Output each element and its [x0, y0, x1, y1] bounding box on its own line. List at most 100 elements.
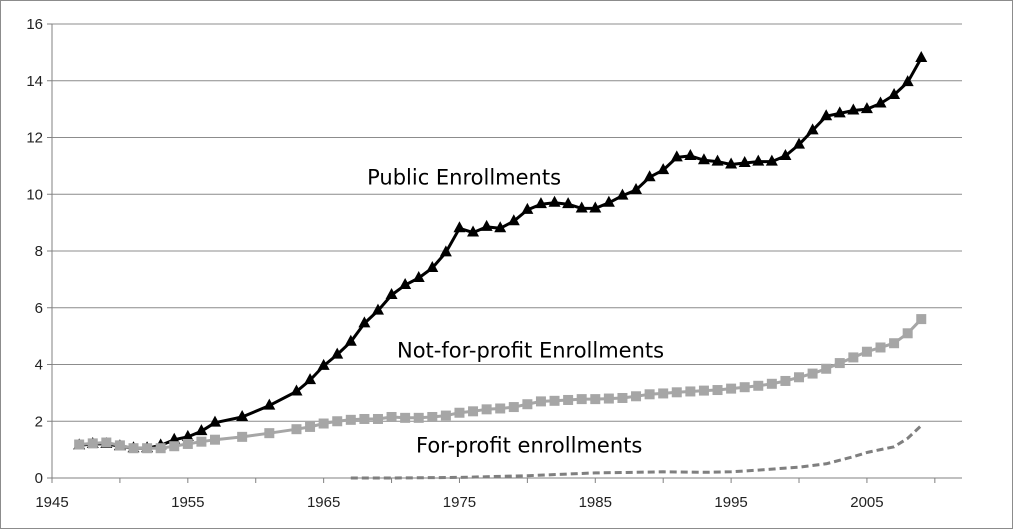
axes — [47, 23, 962, 483]
y-tick-label: 16 — [26, 16, 43, 33]
y-tick-label: 0 — [35, 470, 43, 487]
not-for-profit-enrollments-label: Not-for-profit Enrollments — [397, 338, 664, 362]
data-point-triangle — [181, 429, 194, 441]
y-tick-label: 6 — [35, 300, 43, 317]
data-point-square — [155, 443, 166, 454]
data-point-triangle — [480, 219, 493, 231]
data-point-square — [332, 416, 343, 427]
data-point-triangle — [562, 197, 575, 209]
y-gridlines — [52, 23, 962, 422]
data-point-square — [386, 411, 397, 422]
data-point-triangle — [874, 96, 887, 108]
data-point-triangle — [643, 170, 656, 182]
y-tick-labels: 0 2 4 6 8 10 12 14 16 — [26, 16, 43, 487]
data-point-square — [861, 346, 872, 357]
data-point-triangle — [806, 123, 819, 135]
for-profit-enrollments-label: For-profit enrollments — [416, 433, 642, 457]
public-enrollments-label: Public Enrollments — [367, 165, 561, 189]
data-point-square — [712, 385, 723, 396]
data-point-square — [916, 314, 927, 325]
data-point-square — [196, 436, 207, 447]
for-profit-enrollments-series — [350, 424, 923, 480]
data-point-triangle — [358, 316, 371, 328]
data-point-triangle — [697, 153, 710, 165]
data-point-square — [291, 424, 302, 435]
data-point-triangle — [385, 287, 398, 299]
data-point-triangle — [331, 347, 344, 359]
data-point-triangle — [467, 225, 480, 237]
data-point-square — [576, 394, 587, 405]
data-point-triangle — [290, 384, 303, 396]
data-point-triangle — [765, 154, 778, 166]
data-point-triangle — [534, 197, 547, 209]
data-point-square — [794, 372, 805, 383]
data-point-square — [305, 421, 316, 432]
data-point-square — [114, 440, 125, 451]
data-point-triangle — [521, 202, 534, 214]
data-point-square — [753, 380, 764, 391]
data-point-triangle — [507, 214, 520, 226]
data-point-triangle — [725, 157, 738, 169]
data-point-square — [780, 375, 791, 386]
data-point-square — [889, 338, 900, 349]
data-point-square — [359, 413, 370, 424]
data-point-triangle — [779, 148, 792, 160]
data-point-square — [821, 363, 832, 374]
data-point-triangle — [901, 75, 914, 87]
data-point-triangle — [236, 409, 249, 421]
data-point-triangle — [602, 195, 615, 207]
data-point-triangle — [263, 398, 276, 410]
data-point-square — [454, 407, 465, 418]
x-tick-label: 1955 — [171, 494, 204, 511]
data-point-square — [563, 394, 574, 405]
data-point-square — [264, 428, 275, 439]
data-point-square — [766, 378, 777, 389]
data-point-square — [631, 391, 642, 402]
data-point-triangle — [915, 51, 928, 63]
data-point-triangle — [888, 87, 901, 99]
data-point-square — [440, 410, 451, 421]
data-point-triangle — [752, 154, 765, 166]
data-point-square — [644, 389, 655, 400]
data-point-square — [413, 412, 424, 423]
data-point-triangle — [847, 103, 860, 115]
data-point-triangle — [630, 182, 643, 194]
data-point-square — [142, 443, 153, 454]
public-enrollments-series — [73, 51, 928, 453]
data-point-square — [658, 388, 669, 399]
y-tick-label: 4 — [35, 357, 43, 374]
data-point-square — [726, 383, 737, 394]
data-point-triangle — [833, 106, 846, 118]
y-tick-label: 10 — [26, 186, 43, 203]
data-point-square — [169, 441, 180, 452]
x-tick-labels: 1945 1955 1965 1975 1985 1995 2005 — [35, 494, 883, 511]
data-point-square — [834, 358, 845, 369]
data-point-square — [685, 386, 696, 397]
x-tick-label: 1995 — [714, 494, 747, 511]
data-point-triangle — [738, 156, 751, 168]
data-point-square — [87, 438, 98, 449]
y-tick-label: 8 — [35, 243, 43, 260]
data-point-triangle — [589, 201, 602, 213]
data-point-square — [400, 412, 411, 423]
data-point-square — [848, 352, 859, 363]
data-point-triangle — [412, 270, 425, 282]
x-tick-label: 1975 — [443, 494, 476, 511]
y-tick-label: 2 — [35, 413, 43, 430]
x-tick-label: 1945 — [35, 494, 68, 511]
data-point-triangle — [371, 303, 384, 315]
data-point-square — [617, 392, 628, 403]
data-point-square — [671, 387, 682, 398]
data-point-square — [209, 434, 220, 445]
data-point-square — [698, 385, 709, 396]
data-point-square — [427, 411, 438, 422]
data-point-square — [495, 403, 506, 414]
series-labels: Public Enrollments Not-for-profit Enrollm… — [367, 165, 664, 457]
data-point-square — [237, 431, 248, 442]
data-point-triangle — [453, 221, 466, 233]
not-for-profit-enrollments-series — [74, 314, 927, 454]
x-tick-label: 1985 — [579, 494, 612, 511]
data-point-square — [603, 393, 614, 404]
data-point-triangle — [684, 148, 697, 160]
public-enrollments-line — [79, 57, 923, 450]
